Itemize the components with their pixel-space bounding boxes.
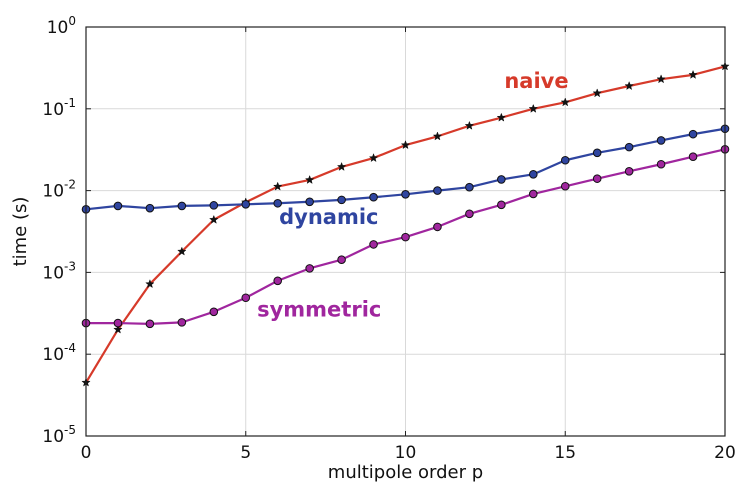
data-point-dynamic [337,195,346,205]
x-tick-label: 5 [240,443,251,463]
y-tick-label: 100 [47,14,76,38]
y-tick-label: 10-2 [42,178,76,202]
data-point-naive [688,69,698,79]
y-tick-base: 10 [47,18,69,38]
y-tick-base: 10 [42,100,64,120]
data-point-dynamic [145,203,155,213]
data-point-naive [464,120,475,130]
data-point-naive [624,80,634,91]
series-label-symmetric: symmetric [257,297,381,321]
data-point-dynamic [592,148,602,158]
data-point-naive [400,140,411,150]
series-label-naive: naive [504,69,568,93]
y-tick-base: 10 [42,345,64,365]
data-point-dynamic [209,201,219,210]
y-tick-exponent: -2 [64,178,76,192]
data-point-dynamic [113,201,123,211]
data-point-symmetric [209,307,219,317]
data-point-dynamic [433,186,442,195]
data-point-naive [656,74,666,84]
data-point-dynamic [656,136,666,145]
data-point-symmetric [337,255,346,264]
plot-frame [85,26,726,437]
data-point-symmetric [401,232,410,242]
data-point-symmetric [560,181,570,191]
data-point-dynamic [241,200,251,209]
data-point-symmetric [241,293,251,303]
data-point-dynamic [560,155,570,165]
data-point-symmetric [465,209,474,219]
data-point-naive [145,279,155,289]
data-point-symmetric [529,189,538,199]
data-point-symmetric [592,174,602,183]
x-tick-label: 15 [554,443,576,463]
data-point-naive [304,174,315,185]
y-tick-base: 10 [42,182,64,202]
series-label-dynamic: dynamic [279,205,378,229]
y-tick-label: 10-5 [42,423,76,447]
data-point-naive [368,153,379,163]
data-point-symmetric [624,167,634,176]
data-point-naive [592,88,602,98]
data-point-naive [528,103,539,113]
data-point-dynamic [529,170,538,179]
y-tick-label: 10-4 [42,341,76,365]
y-tick-label: 10-1 [42,96,76,120]
y-tick-exponent: -4 [64,341,76,355]
data-point-symmetric [688,152,698,161]
data-point-dynamic [465,182,474,192]
data-point-dynamic [401,190,410,199]
y-tick-exponent: 0 [68,14,76,28]
y-tick-exponent: -5 [64,423,76,437]
x-tick-label: 20 [714,443,736,463]
y-tick-base: 10 [42,427,64,447]
data-point-naive [432,131,443,141]
data-point-naive [272,181,283,191]
data-point-dynamic [177,201,187,211]
grid [85,26,726,437]
data-point-symmetric [177,318,187,327]
data-point-symmetric [497,200,506,210]
data-point-naive [496,112,507,122]
data-point-naive [209,214,219,224]
data-point-symmetric [656,159,666,169]
y-tick-exponent: -1 [64,96,76,110]
y-axis-label: time (s) [10,197,31,267]
data-point-naive [177,246,187,256]
series-symmetric [81,144,730,329]
data-point-dynamic [369,192,378,202]
data-point-symmetric [433,222,442,232]
data-point-naive [560,97,571,107]
data-point-dynamic [624,142,634,152]
x-axis-label: multipole order p [328,462,483,483]
x-tick-label: 0 [81,443,92,463]
data-point-dynamic [273,198,283,208]
data-point-symmetric [145,319,155,329]
data-point-symmetric [273,276,283,286]
data-point-symmetric [369,240,378,249]
y-tick-label: 10-3 [42,259,76,283]
data-point-naive [113,324,123,334]
data-point-dynamic [305,197,314,207]
x-tick-label: 10 [395,443,417,463]
data-point-dynamic [497,175,506,184]
data-point-symmetric [305,264,314,273]
data-point-symmetric [113,318,123,328]
series-labels: naive dynamic symmetric [257,69,569,321]
data-point-dynamic [688,129,698,139]
y-tick-exponent: -3 [64,259,76,273]
y-tick-base: 10 [42,263,64,283]
data-point-naive [336,161,347,171]
